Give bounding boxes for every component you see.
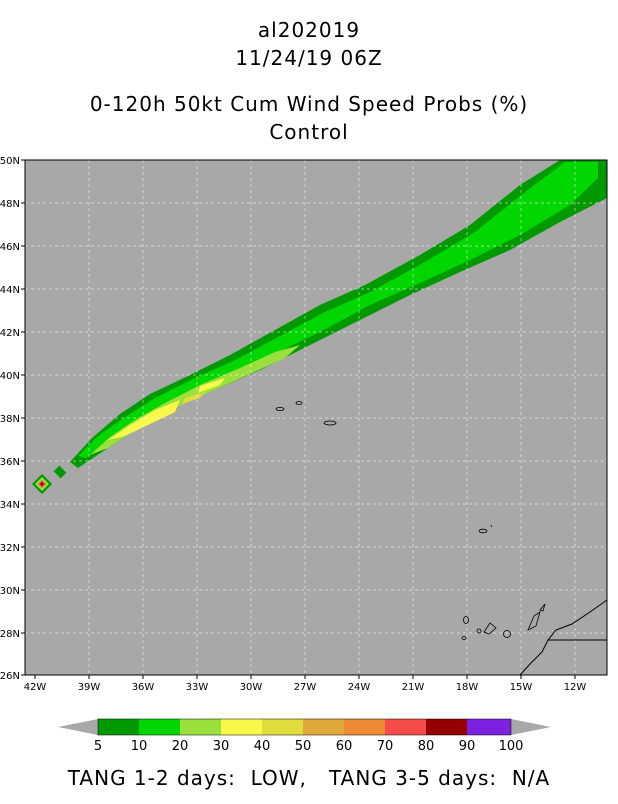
lon-label-36w: 36W [132,682,155,693]
map-grid [25,160,607,675]
lat-label-26n: 26N [0,671,20,682]
lat-label-34n: 34N [0,500,20,511]
colorbar-label-10: 10 [131,739,148,754]
blob-small [53,465,67,479]
blob-core [40,482,44,486]
lon-label-33w: 33W [186,682,209,693]
colorbar-label-70: 70 [377,739,394,754]
lon-label-27w: 27W [294,682,317,693]
lon-axis [34,675,576,679]
colorbar-label-20: 20 [172,739,189,754]
colorbar-label-5: 5 [94,739,102,754]
lat-label-50n: 50N [0,156,20,167]
storm-id-title: al202019 [257,18,361,42]
lon-label-39w: 39W [78,682,101,693]
colorbar-swatch-50 [303,719,344,735]
prob-band-20 [90,345,300,455]
lat-label-30n: 30N [0,586,20,597]
colorbar-label-80: 80 [418,739,435,754]
lat-label-42n: 42N [0,328,20,339]
colorbar-label-40: 40 [254,739,271,754]
colorbar-swatch-20 [180,719,221,735]
model-title: Control [269,120,349,144]
lat-label-28n: 28N [0,629,20,640]
colorbar-left-arrow [58,719,98,735]
prob-band-30b [198,378,225,393]
tang-footer: TANG 1-2 days: LOW, TANG 3-5 days: N/A [67,766,551,790]
lat-label-38n: 38N [0,414,20,425]
colorbar-swatch-90 [467,719,511,735]
lat-axis [21,159,25,676]
colorbar-right-arrow [511,719,551,735]
colorbar-swatch-40 [262,719,303,735]
colorbar-swatch-80 [426,719,467,735]
colorbar-label-90: 90 [459,739,476,754]
datetime-title: 11/24/19 06Z [235,46,383,70]
lon-label-24w: 24W [348,682,371,693]
product-title: 0-120h 50kt Cum Wind Speed Probs (%) [89,92,529,116]
lon-label-18w: 18W [456,682,479,693]
prob-band-30 [108,400,180,440]
colorbar-swatch-70 [385,719,426,735]
lon-label-15w: 15W [510,682,533,693]
africa-coastline [519,599,608,676]
colorbar-label-30: 30 [213,739,230,754]
colorbar-label-60: 60 [336,739,353,754]
lat-label-32n: 32N [0,543,20,554]
lon-label-21w: 21W [402,682,425,693]
lat-label-40n: 40N [0,371,20,382]
colorbar-swatch-60 [344,719,385,735]
madeira-islands [478,524,493,534]
prob-band-40 [182,392,205,404]
lat-label-36n: 36N [0,457,20,468]
colorbar-swatch-10 [139,719,180,735]
azores-islands [275,401,337,426]
lat-label-46n: 46N [0,242,20,253]
colorbar-swatch-5 [98,719,139,735]
colorbar-outline [97,718,512,736]
colorbar-label-100: 100 [499,739,524,754]
colorbar-swatch-30 [221,719,262,735]
colorbar [58,718,551,736]
lon-label-42w: 42W [24,682,47,693]
lat-label-48n: 48N [0,199,20,210]
colorbar-label-50: 50 [295,739,312,754]
canary-islands [461,603,546,640]
lon-label-30w: 30W [240,682,263,693]
lon-label-12w: 12W [564,682,587,693]
lat-label-44n: 44N [0,285,20,296]
